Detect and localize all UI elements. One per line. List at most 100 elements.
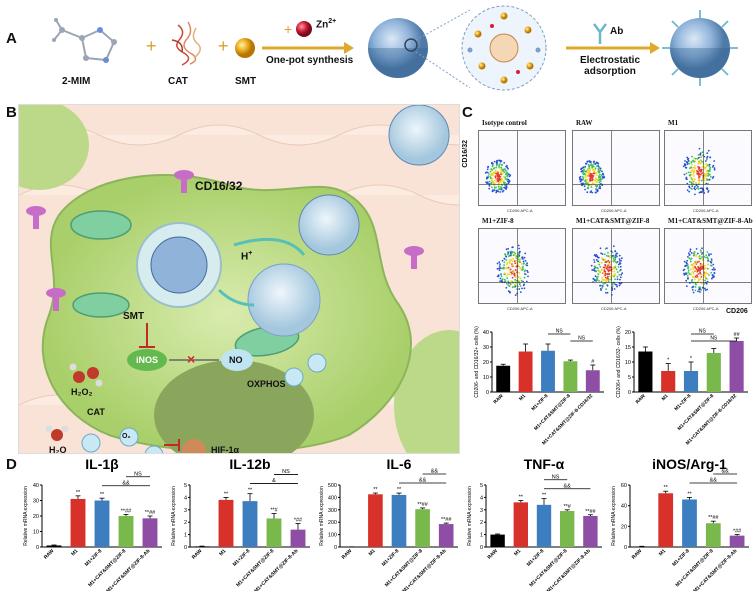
category-label: RAW <box>492 393 504 405</box>
bracket-label: NS <box>556 329 564 335</box>
category-label: M1+CAT&SMT@ZIF-8 <box>533 393 572 432</box>
y-tick-label: 4 <box>184 495 187 501</box>
flow-plot-title: M1+CAT&SMT@ZIF-8-Ab <box>668 217 753 225</box>
neighbor-cell-left <box>19 105 89 190</box>
bar-label: ** <box>373 487 378 493</box>
flow-scatter <box>665 229 751 303</box>
flow-plot-title: M1+CAT&SMT@ZIF-8 <box>576 217 650 225</box>
flow-scatter <box>665 131 751 205</box>
flow-x-label: CD206 APC-A <box>693 208 719 213</box>
label-2-mim: 2-MIM <box>62 76 91 87</box>
bar-3 <box>266 518 282 547</box>
category-label: M1+ZIF-8 <box>671 548 691 568</box>
label-cat-b: CAT <box>87 407 105 417</box>
flow-x-label: CD206 APC-A <box>693 306 719 311</box>
flow-plot-title: M1+ZIF-8 <box>482 217 514 225</box>
bracket-label: && <box>419 478 427 484</box>
category-label: M1+ZIF-8 <box>526 548 546 568</box>
flow-x-axis-label: CD206 <box>726 308 748 315</box>
label-cd1632: CD16/32 <box>195 179 243 193</box>
label-h-plus: H+ <box>241 250 253 263</box>
y-tick-label: 0 <box>628 390 631 396</box>
label-inos: iNOS <box>136 355 159 365</box>
bar-1 <box>661 371 676 392</box>
bar-label: ** <box>100 492 105 498</box>
bar-2 <box>683 371 699 392</box>
y-tick-label: 10 <box>483 375 489 381</box>
y-tick-label: 1 <box>184 533 187 539</box>
y-tick-label: 2 <box>480 520 483 526</box>
bar-label: ** <box>76 490 81 496</box>
bracket-label: && <box>564 483 572 489</box>
y-tick-label: 40 <box>483 330 489 336</box>
zif8-nanoparticle-icon <box>368 18 428 78</box>
nucleus <box>154 360 314 453</box>
y-tick-label: 30 <box>483 345 489 351</box>
flow-x-label: CD206 APC-A <box>507 208 533 213</box>
bar-label: ** <box>248 488 253 494</box>
bar-label: ** <box>687 491 692 497</box>
y-tick-label: 3 <box>480 508 483 514</box>
chart-title: iNOS/Arg-1 <box>652 456 727 472</box>
bar-0 <box>496 365 511 392</box>
y-tick-label: 20 <box>625 330 631 336</box>
bar-1 <box>70 498 86 547</box>
bracket-label: NS <box>710 336 718 342</box>
flow-scatter <box>479 131 565 205</box>
bar-label: **## <box>441 517 452 523</box>
y-tick-label: 15 <box>625 345 631 351</box>
bar-0 <box>638 351 653 392</box>
bar-label: ** <box>224 491 229 497</box>
category-label: M1+ZIF-8 <box>530 393 549 412</box>
bar-0 <box>46 545 62 547</box>
label-cat: CAT <box>168 76 188 87</box>
label-h2o2: H₂O₂ <box>71 387 93 397</box>
bar-3 <box>706 353 721 392</box>
y-tick-label: 0 <box>624 545 627 551</box>
release-arrow <box>217 288 255 307</box>
chart-title: TNF-α <box>524 456 565 472</box>
bracket-label: && <box>722 469 730 475</box>
chart-d-il12b: IL-12b 0 1 2 3 4 5 Relative mRNA expression RAW *… <box>171 456 310 591</box>
y-tick-label: 200 <box>328 520 337 526</box>
y-tick-label: 400 <box>328 495 337 501</box>
bar-0 <box>194 546 210 547</box>
significance-mark: # <box>591 359 595 365</box>
y-axis-label: Relative mRNA expression <box>467 486 473 546</box>
label-ab: Ab <box>610 26 624 37</box>
2-mim-atoms <box>52 18 117 63</box>
y-tick-label: 40 <box>33 483 39 489</box>
bracket-label: NS <box>282 469 290 475</box>
label-hif: HIF-1α <box>211 445 240 454</box>
y-tick-label: 60 <box>621 483 627 489</box>
panel-a-synthesis-scheme: + + + <box>0 0 753 100</box>
category-label: M1+CAT&SMT@ZIF-8 <box>677 393 716 432</box>
flow-scatter <box>573 229 659 303</box>
category-label: M1+CAT&SMT@ZIF-8-Ab <box>105 548 151 591</box>
y-tick-label: 5 <box>480 483 483 489</box>
bar-label: ** <box>664 485 669 491</box>
label-oxphos: OXPHOS <box>247 379 286 389</box>
bar-label: **## <box>585 509 596 515</box>
y-tick-label: 0 <box>36 545 39 551</box>
category-label: M1+ZIF-8 <box>673 393 692 412</box>
category-label: M1 <box>518 393 527 402</box>
y-axis-label: CD206- and CD16/32+ cells (%) <box>474 326 480 398</box>
inhibition-x: × <box>187 351 195 367</box>
bar-2 <box>242 501 258 547</box>
y-axis-label: Relative mRNA expression <box>611 486 617 546</box>
extracellular-nanoparticle <box>388 105 450 166</box>
bracket-label: NS <box>552 474 560 480</box>
endocytosed-nanoparticle <box>247 263 321 337</box>
y-tick-label: 10 <box>625 360 631 366</box>
category-label: RAW <box>635 393 647 405</box>
category-label: M1 <box>513 548 522 557</box>
panel-b-graphics: × <box>19 105 459 453</box>
bar-4 <box>585 370 600 392</box>
bar-4 <box>438 524 454 547</box>
y-tick-label: 4 <box>480 495 483 501</box>
panel-b-mechanism-illustration: × CD16/32 H+ SMT iNOS NO H₂O₂ CAT H₂O O₂… <box>18 104 460 454</box>
inos-oval <box>127 349 167 371</box>
significance-mark: ## <box>734 332 741 338</box>
